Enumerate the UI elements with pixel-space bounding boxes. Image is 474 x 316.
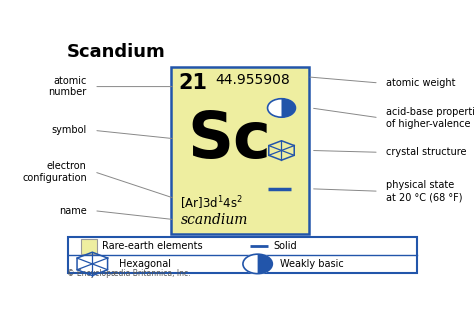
Text: 21: 21	[179, 73, 208, 93]
Text: crystal structure: crystal structure	[386, 147, 467, 157]
Text: name: name	[59, 206, 87, 216]
Text: physical state
at 20 °C (68 °F): physical state at 20 °C (68 °F)	[386, 180, 463, 202]
Text: atomic weight: atomic weight	[386, 78, 456, 88]
Text: Scandium: Scandium	[66, 43, 165, 61]
Text: scandium: scandium	[181, 213, 248, 227]
Text: Solid: Solid	[273, 241, 297, 251]
Text: acid-base properties
of higher-valence oxides: acid-base properties of higher-valence o…	[386, 107, 474, 129]
Text: $\mathrm{[Ar]3d^14s^2}$: $\mathrm{[Ar]3d^14s^2}$	[181, 195, 243, 212]
Text: Hexagonal: Hexagonal	[119, 259, 171, 269]
Text: Rare-earth elements: Rare-earth elements	[102, 241, 203, 251]
FancyBboxPatch shape	[68, 237, 418, 273]
Text: electron
configuration: electron configuration	[22, 161, 87, 183]
FancyBboxPatch shape	[82, 239, 97, 253]
Text: 44.955908: 44.955908	[215, 73, 290, 87]
Wedge shape	[282, 99, 295, 117]
Wedge shape	[258, 254, 272, 274]
Text: Sc: Sc	[188, 109, 272, 172]
Text: symbol: symbol	[52, 125, 87, 135]
Text: © Encyclopædia Britannica, Inc.: © Encyclopædia Britannica, Inc.	[66, 269, 190, 278]
FancyBboxPatch shape	[171, 67, 309, 234]
Text: Weakly basic: Weakly basic	[280, 259, 343, 269]
Circle shape	[243, 254, 272, 274]
Text: atomic
number: atomic number	[48, 76, 87, 97]
Circle shape	[267, 99, 295, 117]
